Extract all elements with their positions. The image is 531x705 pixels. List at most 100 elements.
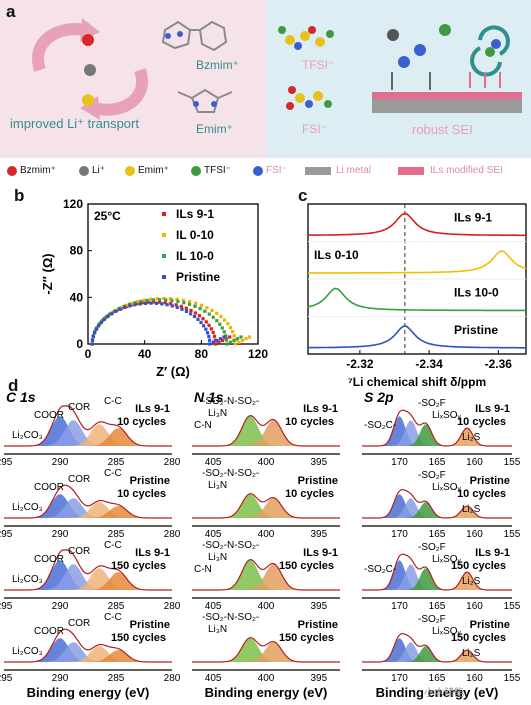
legend-swatch-li-metal (305, 167, 331, 175)
peak-label-lixsoy: LiₓSOᵧ (432, 482, 462, 493)
legend-emim: Emim⁺ (138, 165, 169, 176)
y-axis-label: -Z″ (Ω) (40, 253, 55, 294)
xps-tick-label: 285 (108, 601, 125, 612)
bzmim-ion (82, 34, 94, 46)
xps-peak-fill (4, 646, 172, 662)
xps-tick-label: 170 (391, 673, 408, 684)
row-sample-label: ILs 9-1 (135, 403, 170, 415)
xps-tick-label: 405 (205, 673, 222, 684)
xps-tick-label: 290 (52, 529, 69, 540)
xps-peak-fill (362, 572, 512, 590)
xps-peak-fill (362, 494, 512, 518)
data-point-3 (133, 303, 137, 307)
data-point-0 (212, 334, 217, 338)
legend-marker-0 (162, 212, 166, 216)
peak-label-cor: COR (68, 474, 90, 485)
emim-ion (82, 94, 94, 106)
xps-peak-fill (4, 568, 172, 590)
y-tick-label: 80 (70, 244, 84, 258)
data-point-3 (109, 312, 114, 316)
legend-bzmim: Bzmim⁺ (20, 165, 56, 176)
data-point-2 (211, 315, 215, 319)
xps-tick-label: 160 (466, 601, 483, 612)
row-cycles-label: 150 cycles (279, 632, 334, 644)
row-sample-label: Pristine (298, 619, 338, 631)
data-point-1 (219, 314, 223, 319)
data-point-2 (157, 298, 162, 302)
peak-label-li2s: Li₂S (462, 576, 481, 587)
data-point-1 (226, 322, 230, 326)
xps-tick-label: 160 (466, 673, 483, 684)
data-point-3 (204, 327, 208, 331)
bzmim-label: Bzmim⁺ (196, 58, 239, 72)
peak-label-sulfonyl: -SO₂-N-SO₂- (202, 612, 259, 623)
peak-label-cor: COR (68, 402, 90, 413)
legend-swatch-fsi (253, 166, 263, 176)
xps-tick-label: 395 (311, 601, 328, 612)
xps-tick-label: 165 (429, 529, 446, 540)
data-point-1 (247, 335, 252, 339)
legend-tfsi: TFSI⁻ (204, 165, 231, 176)
peak-label-sulfonyl: -SO₂-N-SO₂- (202, 396, 259, 407)
data-point-2 (224, 338, 229, 342)
xps-tick-label: 160 (466, 457, 483, 468)
panel-b-nyquist-plot: 0 40 80 120 0 40 80 120 Z′ (Ω) -Z″ (Ω) 25°C ILs 9-1… (40, 197, 268, 379)
peak-label-li2s: Li₂S (462, 432, 481, 443)
x-axis-label: Z′ (Ω) (156, 364, 190, 379)
legend-swatch-sei (398, 167, 424, 175)
data-point-1 (162, 296, 166, 301)
data-point-1 (155, 297, 159, 301)
data-point-2 (127, 302, 132, 306)
x-axis-label: ⁷Li chemical shift δ/ppm (348, 375, 486, 389)
panel-a-illustration (32, 18, 522, 120)
xps-tick-label: 155 (504, 601, 521, 612)
data-point-3 (92, 331, 97, 335)
data-point-3 (96, 324, 101, 328)
xps-tick-label: 280 (164, 601, 181, 612)
row-sample-label: ILs 9-1 (135, 547, 170, 559)
xps-peak-fill (362, 506, 512, 518)
data-point-2 (224, 334, 228, 338)
row-cycles-label: 150 cycles (451, 632, 506, 644)
xps-tick-label: 400 (258, 529, 275, 540)
panel-d-letter: d (8, 376, 19, 395)
data-point-0 (201, 317, 205, 321)
c1s-title: C 1s (6, 392, 36, 405)
data-point-0 (197, 314, 202, 318)
panel-c-letter: c (298, 186, 308, 205)
peak-label-li2co3: Li₂CO₃ (12, 502, 43, 513)
xps-envelope (362, 409, 512, 447)
tfsi-label: TFSI⁻ (302, 58, 335, 72)
data-point-0 (217, 340, 221, 344)
data-point-2 (193, 304, 197, 308)
legend-label-3: Pristine (176, 270, 220, 284)
li-ion (84, 64, 96, 76)
xps-peak-fill (4, 650, 172, 662)
data-point-3 (196, 317, 200, 321)
tfsi-molecule (278, 26, 334, 50)
data-point-2 (228, 340, 232, 344)
data-point-1 (168, 297, 172, 301)
xps-tick-label: 160 (466, 529, 483, 540)
peak-label-so2f: -SO₂F (418, 542, 446, 553)
xps-peak-fill (362, 428, 512, 446)
data-point-1 (244, 337, 248, 341)
spectrum-line-0 (307, 212, 526, 237)
row-sample-label: Pristine (470, 475, 510, 487)
panel-d-xps-grid: C 1s295290285280ILs 9-110 cyclesLi₂CO₃CO… (0, 392, 521, 700)
bzmim-molecule (161, 20, 228, 52)
n1s-title: N 1s (194, 392, 224, 405)
data-point-1 (231, 329, 235, 334)
legend-swatch-bzmim (7, 166, 17, 176)
data-point-2 (151, 298, 155, 302)
peak-label-coor: COOR (34, 410, 64, 421)
x-tick-label: 40 (138, 347, 152, 361)
xps-tick-label: 395 (311, 529, 328, 540)
legend-sei: ILs modified SEI (430, 165, 503, 176)
spectrum-label-0: ILs 9-1 (454, 211, 492, 225)
xps-tick-label: 165 (429, 457, 446, 468)
data-point-1 (149, 297, 153, 301)
watermark: 小木储能 (424, 688, 464, 699)
legend-swatch-emim (125, 166, 135, 176)
sei-label: robust SEI (412, 122, 473, 137)
